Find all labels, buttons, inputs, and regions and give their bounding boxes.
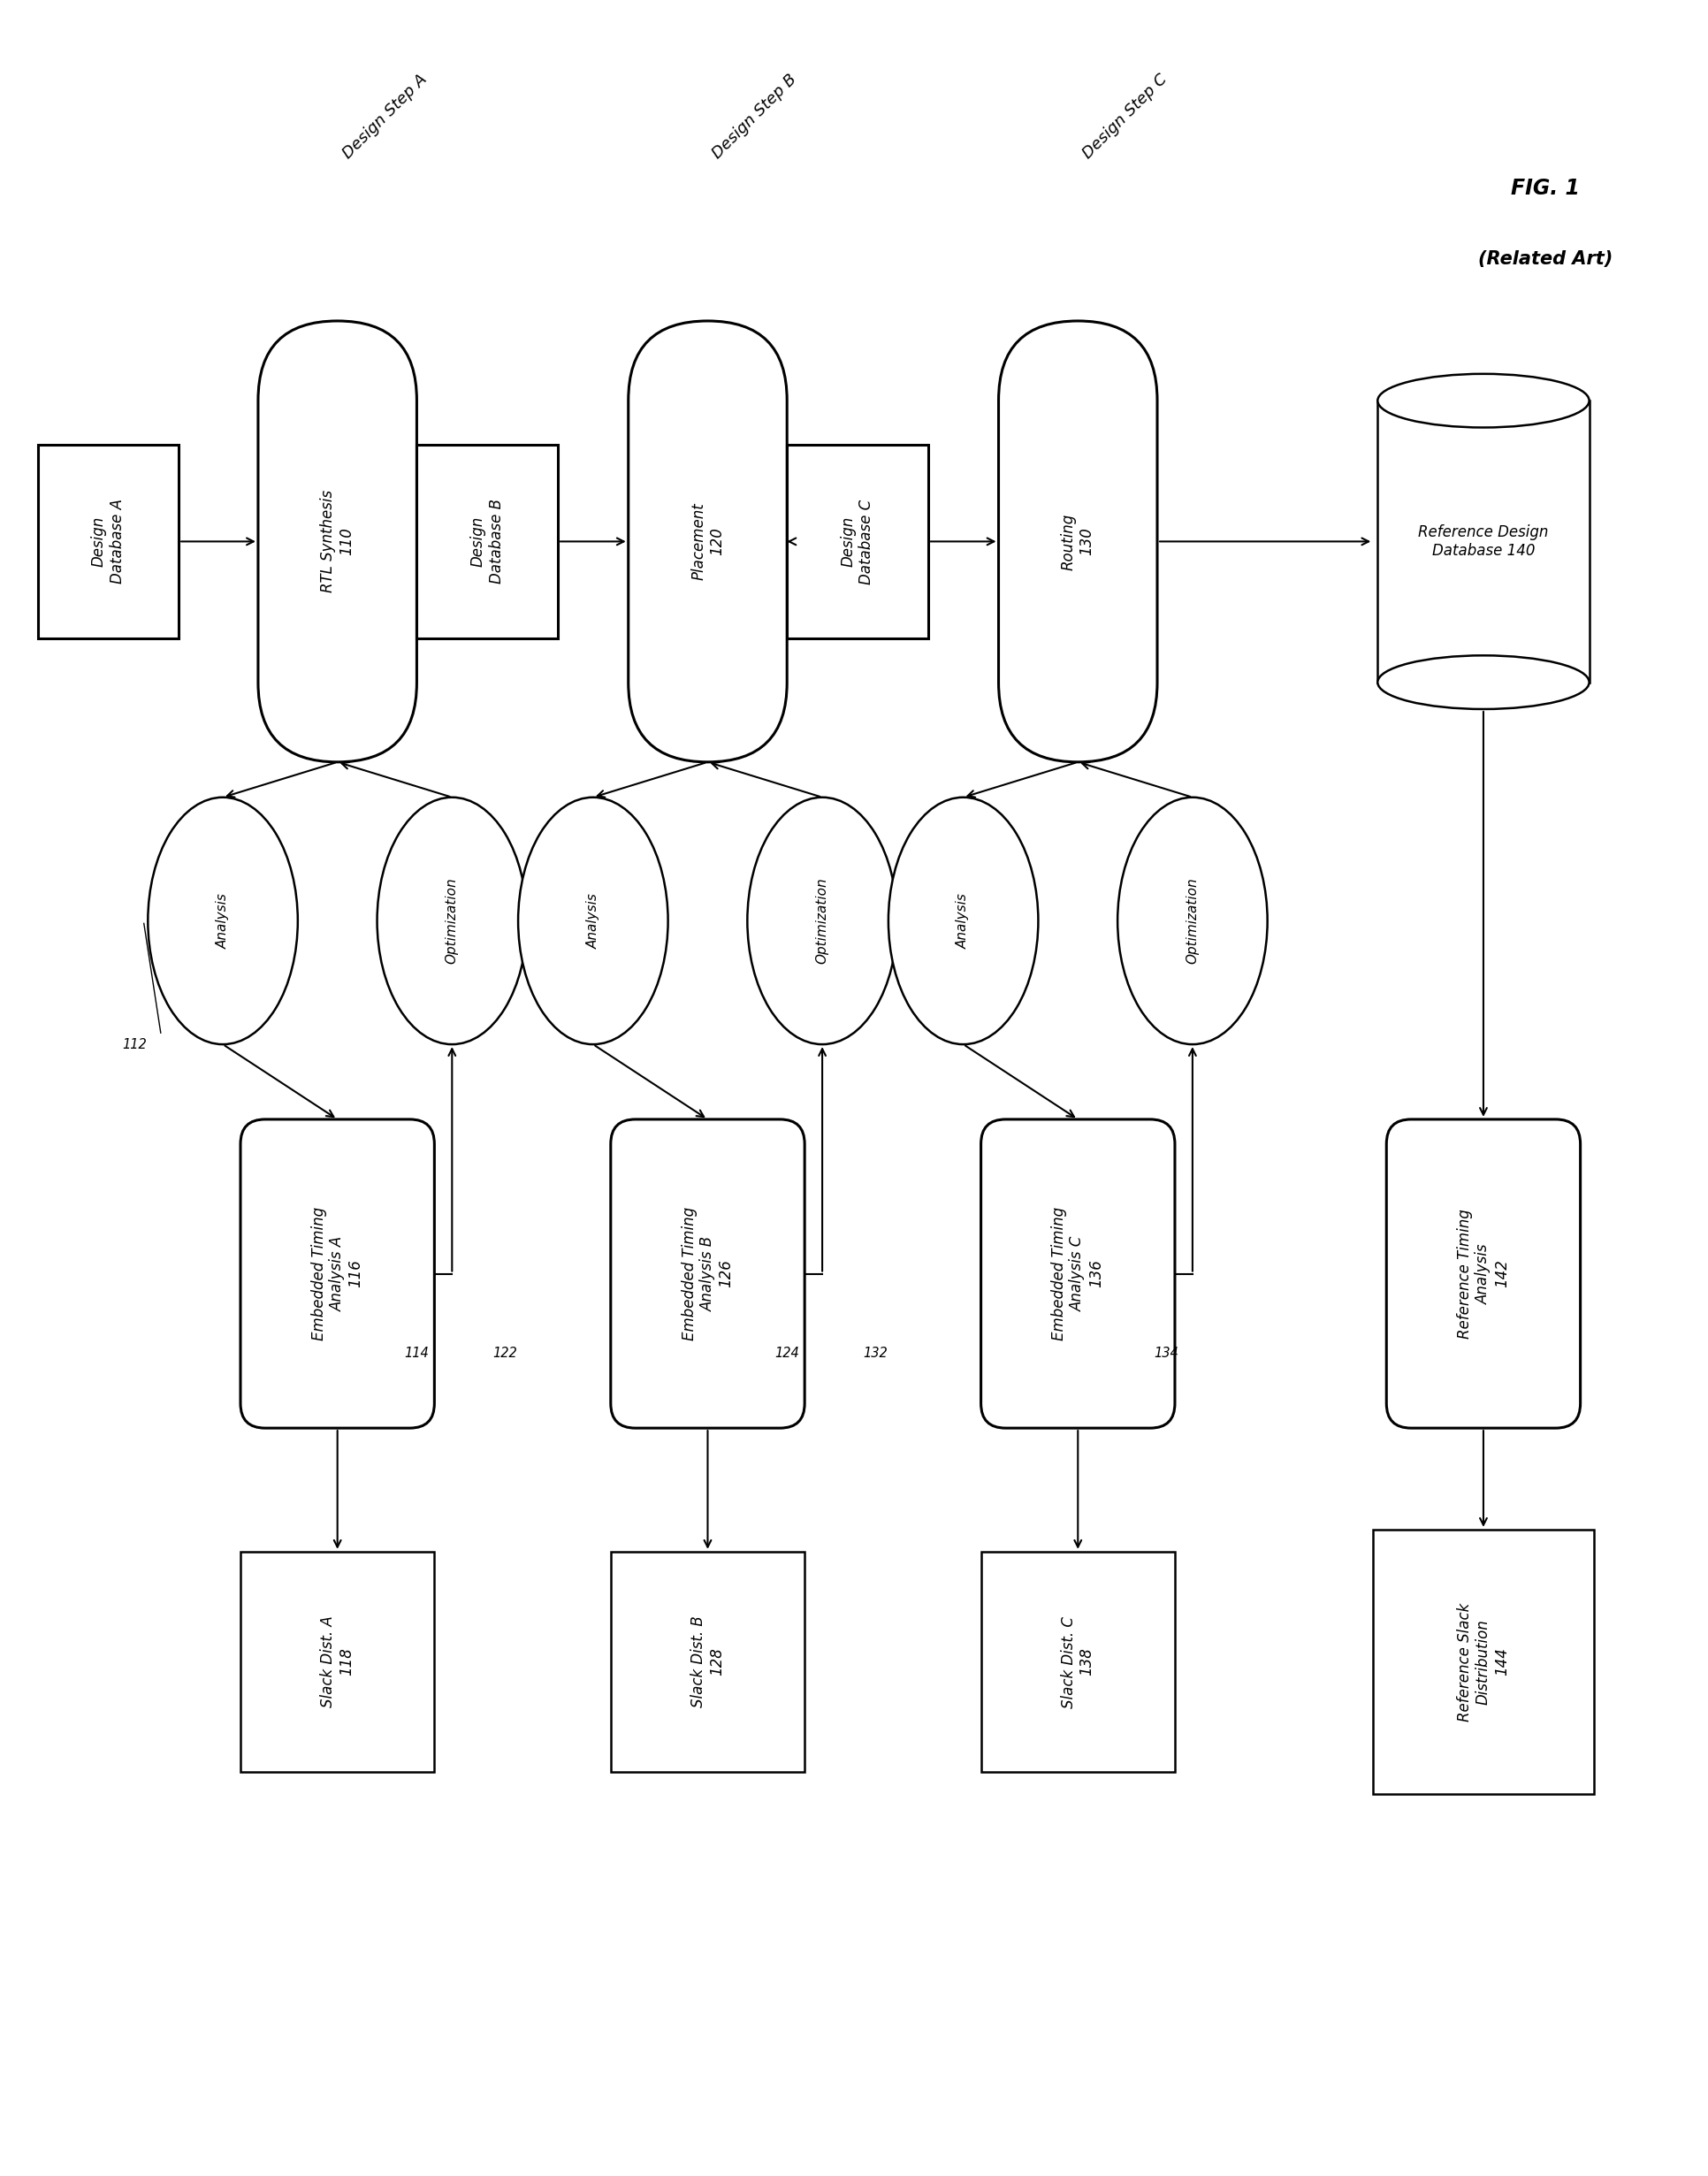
FancyBboxPatch shape <box>980 1118 1175 1427</box>
Text: Reference Design
Database 140: Reference Design Database 140 <box>1418 524 1547 559</box>
Text: Embedded Timing
Analysis C
136: Embedded Timing Analysis C 136 <box>1050 1208 1103 1340</box>
Text: Design Step C: Design Step C <box>1079 72 1170 163</box>
FancyBboxPatch shape <box>38 444 179 638</box>
Ellipse shape <box>1377 655 1588 709</box>
Text: Analysis: Analysis <box>586 892 600 949</box>
Text: 132: 132 <box>863 1347 886 1360</box>
Text: Routing
130: Routing 130 <box>1061 514 1095 570</box>
Text: Reference Timing
Analysis
142: Reference Timing Analysis 142 <box>1457 1210 1508 1338</box>
Ellipse shape <box>746 796 897 1044</box>
FancyBboxPatch shape <box>610 1551 804 1771</box>
FancyBboxPatch shape <box>241 1551 434 1771</box>
Text: Design
Database A: Design Database A <box>91 498 125 583</box>
Text: Design
Database C: Design Database C <box>840 498 874 583</box>
Text: Placement
120: Placement 120 <box>690 503 724 581</box>
Text: RTL Synthesis
110: RTL Synthesis 110 <box>319 490 354 592</box>
Text: Embedded Timing
Analysis A
116: Embedded Timing Analysis A 116 <box>311 1208 364 1340</box>
FancyBboxPatch shape <box>1385 1118 1580 1427</box>
Ellipse shape <box>888 796 1038 1044</box>
Text: Slack Dist. A
118: Slack Dist. A 118 <box>319 1617 354 1708</box>
Ellipse shape <box>1117 796 1267 1044</box>
Text: Design
Database B: Design Database B <box>470 498 504 583</box>
Text: 114: 114 <box>405 1347 429 1360</box>
FancyBboxPatch shape <box>610 1118 804 1427</box>
FancyBboxPatch shape <box>787 444 927 638</box>
Text: Analysis: Analysis <box>956 892 970 949</box>
Text: Optimization: Optimization <box>446 877 458 964</box>
Text: Optimization: Optimization <box>815 877 828 964</box>
Text: 122: 122 <box>492 1347 518 1360</box>
FancyBboxPatch shape <box>241 1118 434 1427</box>
Text: Slack Dist. B
128: Slack Dist. B 128 <box>690 1617 724 1708</box>
Text: Optimization: Optimization <box>1185 877 1199 964</box>
Ellipse shape <box>377 796 526 1044</box>
Text: FIG. 1: FIG. 1 <box>1510 178 1578 200</box>
Text: (Related Art): (Related Art) <box>1477 250 1612 268</box>
Text: Design Step B: Design Step B <box>709 72 799 163</box>
Text: 124: 124 <box>774 1347 799 1360</box>
FancyBboxPatch shape <box>1373 1530 1594 1795</box>
Text: Reference Slack
Distribution
144: Reference Slack Distribution 144 <box>1457 1602 1508 1721</box>
Text: 134: 134 <box>1153 1347 1179 1360</box>
Text: Design Step A: Design Step A <box>340 72 430 163</box>
Text: 112: 112 <box>123 1038 147 1051</box>
FancyBboxPatch shape <box>980 1551 1175 1771</box>
FancyBboxPatch shape <box>417 444 557 638</box>
Ellipse shape <box>149 796 297 1044</box>
Text: Slack Dist. C
138: Slack Dist. C 138 <box>1061 1617 1095 1708</box>
Ellipse shape <box>1377 374 1588 426</box>
Bar <box>1377 400 1588 683</box>
FancyBboxPatch shape <box>258 320 417 762</box>
Text: Analysis: Analysis <box>217 892 229 949</box>
FancyBboxPatch shape <box>629 320 787 762</box>
Text: Embedded Timing
Analysis B
126: Embedded Timing Analysis B 126 <box>681 1208 734 1340</box>
FancyBboxPatch shape <box>997 320 1156 762</box>
Ellipse shape <box>518 796 668 1044</box>
